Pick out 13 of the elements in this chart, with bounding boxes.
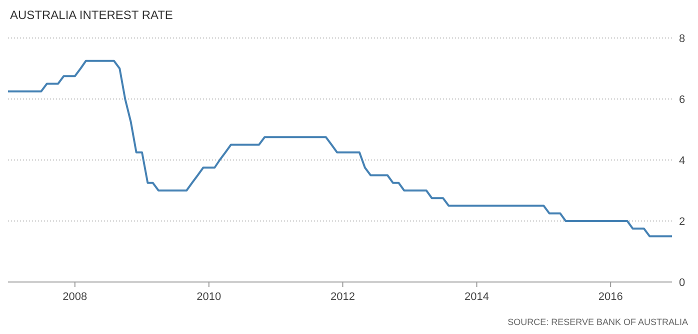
x-tick-label: 2014: [464, 291, 489, 303]
source-note: SOURCE: RESERVE BANK OF AUSTRALIA: [508, 317, 688, 327]
y-tick-label: 2: [678, 216, 686, 228]
y-tick-label: 4: [678, 155, 686, 167]
chart-title: AUSTRALIA INTEREST RATE: [10, 8, 173, 22]
x-tick-label: 2010: [196, 291, 222, 303]
y-tick-label: 6: [678, 94, 686, 106]
x-tick-label: 2016: [598, 291, 623, 303]
x-tick-label: 2008: [62, 291, 88, 303]
y-tick-label: 8: [678, 33, 686, 45]
y-tick-label: 0: [678, 277, 686, 289]
line-series: [7, 60, 673, 238]
x-tick-label: 2012: [330, 291, 355, 303]
